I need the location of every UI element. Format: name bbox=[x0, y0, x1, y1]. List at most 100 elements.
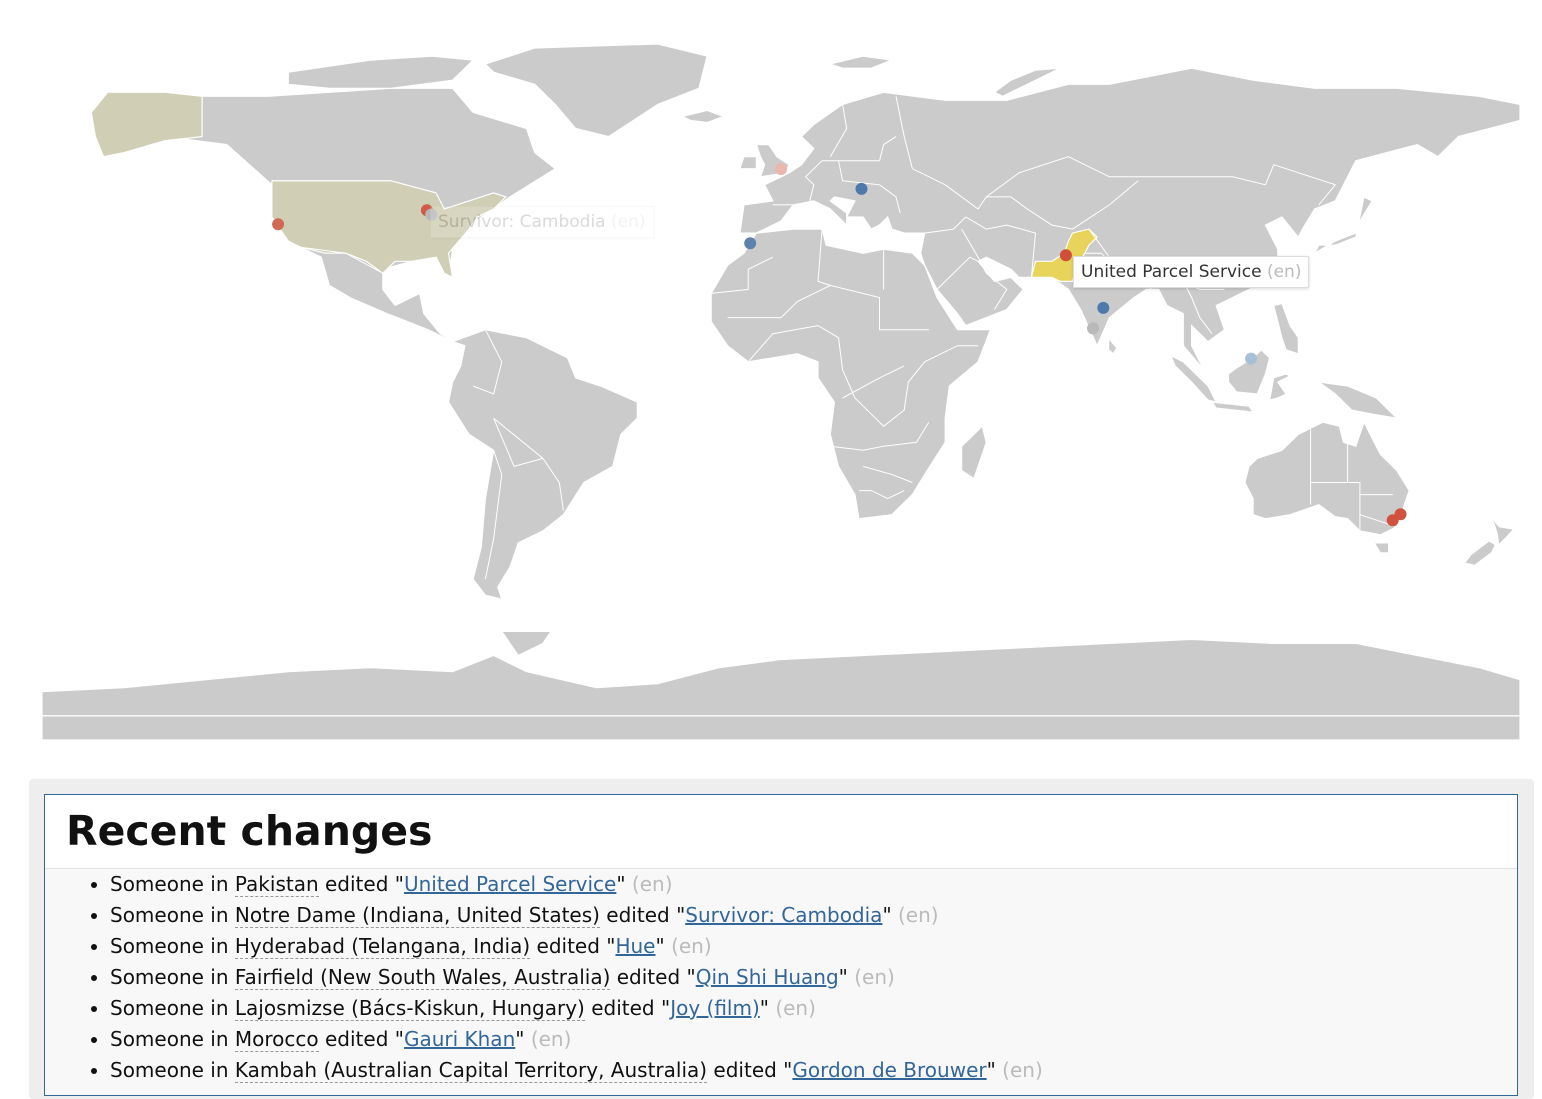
landmass-eurasia bbox=[739, 67, 1520, 371]
landmass-alaska bbox=[90, 91, 203, 158]
marker-layer bbox=[272, 163, 1407, 527]
change-place: Notre Dame (Indiana, United States) bbox=[234, 903, 600, 928]
tooltip-faded: Survivor: Cambodia (en) bbox=[430, 206, 654, 238]
border-africa-1 bbox=[711, 256, 774, 294]
landmass-africa bbox=[710, 228, 992, 520]
landmass-java bbox=[1210, 401, 1255, 413]
change-lang: (en) bbox=[1002, 1058, 1043, 1082]
change-prefix: Someone in bbox=[110, 934, 235, 958]
border-africa-7 bbox=[862, 465, 913, 483]
world-map-svg bbox=[42, 43, 1520, 740]
change-end: " bbox=[986, 1058, 996, 1082]
change-lang: (en) bbox=[854, 965, 895, 989]
marker-lajosmizse[interactable] bbox=[855, 182, 868, 195]
change-prefix: Someone in bbox=[110, 872, 235, 896]
border-colombia bbox=[472, 329, 503, 395]
recent-changes-panel-outer: Recent changes Someone in Pakistan edite… bbox=[29, 779, 1534, 1099]
border-africa-5 bbox=[747, 325, 979, 427]
landmass-iceland bbox=[680, 109, 726, 124]
landmass-greenland bbox=[484, 43, 708, 138]
marker-morocco[interactable] bbox=[744, 237, 757, 250]
border-mideast-c bbox=[961, 228, 1008, 310]
border-central-asia bbox=[986, 180, 1139, 230]
border-mideast-a bbox=[924, 216, 1037, 278]
change-mid: edited " bbox=[599, 903, 686, 927]
recent-changes-panel: Recent changes Someone in Pakistan edite… bbox=[44, 794, 1518, 1096]
change-article-link[interactable]: United Parcel Service bbox=[403, 872, 617, 896]
world-map[interactable]: Survivor: Cambodia (en) United Parcel Se… bbox=[42, 40, 1520, 740]
tooltip-faded-lang: (en) bbox=[611, 212, 646, 232]
landmass-new-zealand-south bbox=[1463, 540, 1497, 567]
change-article-link[interactable]: Hue bbox=[615, 934, 656, 958]
marker-kambah[interactable] bbox=[1386, 514, 1399, 527]
landmass-novaya-zemlya bbox=[993, 67, 1061, 97]
change-lang: (en) bbox=[631, 872, 673, 896]
border-europe-c bbox=[838, 136, 897, 162]
change-lang: (en) bbox=[530, 1027, 572, 1051]
marker-pakistan[interactable] bbox=[1059, 249, 1072, 262]
landmass-japan bbox=[1313, 196, 1374, 255]
change-place: Fairfield (New South Wales, Australia) bbox=[234, 965, 611, 990]
change-mid: edited " bbox=[318, 872, 404, 896]
marker-us-faded[interactable] bbox=[425, 208, 438, 221]
change-place: Morocco bbox=[234, 1027, 319, 1052]
change-article-link[interactable]: Gordon de Brouwer bbox=[792, 1058, 987, 1082]
marker-hyderabad[interactable] bbox=[1097, 301, 1110, 314]
border-russia-west bbox=[895, 96, 1337, 210]
tooltip-active-title: United Parcel Service bbox=[1081, 262, 1262, 282]
border-se-asia bbox=[1182, 281, 1213, 335]
border-africa-3 bbox=[817, 229, 831, 286]
change-mid: edited " bbox=[318, 1027, 404, 1051]
change-place: Lajosmizse (Bács-Kiskun, Hungary) bbox=[234, 996, 585, 1021]
recent-changes-heading: Recent changes bbox=[66, 807, 433, 855]
change-mid: edited " bbox=[707, 1058, 793, 1082]
marker-california[interactable] bbox=[272, 218, 285, 231]
border-africa-6 bbox=[830, 421, 930, 451]
landmass-antarctica bbox=[42, 638, 1520, 717]
marker-borneo-faded[interactable] bbox=[1245, 352, 1258, 365]
tooltip-faded-title: Survivor: Cambodia bbox=[438, 212, 606, 232]
landmass-madagascar bbox=[961, 425, 987, 480]
border-africa-8 bbox=[842, 365, 905, 399]
change-place: Hyderabad (Telangana, India) bbox=[234, 934, 531, 959]
change-end: " bbox=[759, 996, 769, 1020]
tooltip-active-lang: (en) bbox=[1266, 262, 1302, 282]
landmass-antarctica-base bbox=[42, 715, 1520, 740]
change-place: Pakistan bbox=[234, 872, 319, 897]
border-bolivia bbox=[493, 418, 544, 467]
change-lang: (en) bbox=[898, 903, 939, 927]
recent-changes-header: Recent changes bbox=[45, 795, 1517, 869]
landmass-sri-lanka bbox=[1108, 336, 1118, 355]
border-mexico bbox=[300, 246, 384, 274]
landmass-new-guinea bbox=[1318, 381, 1399, 420]
landmass-tasmania bbox=[1373, 542, 1390, 554]
landmass-sumatra bbox=[1169, 354, 1218, 403]
change-prefix: Someone in bbox=[110, 903, 235, 927]
change-prefix: Someone in bbox=[110, 1058, 235, 1082]
change-item: Someone in Pakistan edited "United Parce… bbox=[110, 869, 1517, 900]
border-mideast-b bbox=[936, 256, 979, 290]
border-africa-9 bbox=[859, 490, 905, 500]
landmass-new-zealand-north bbox=[1489, 515, 1515, 547]
change-article-link[interactable]: Joy (film) bbox=[670, 996, 760, 1020]
change-item: Someone in Kambah (Australian Capital Te… bbox=[110, 1055, 1517, 1086]
tooltip-active: United Parcel Service (en) bbox=[1073, 256, 1310, 288]
change-end: " bbox=[838, 965, 848, 989]
marker-uk-faded[interactable] bbox=[775, 163, 787, 176]
landmass-sulawesi bbox=[1268, 373, 1292, 401]
landmass-svalbard bbox=[828, 55, 895, 69]
change-prefix: Someone in bbox=[110, 996, 235, 1020]
change-end: " bbox=[882, 903, 892, 927]
change-item: Someone in Fairfield (New South Wales, A… bbox=[110, 962, 1517, 993]
change-article-link[interactable]: Survivor: Cambodia bbox=[685, 903, 883, 927]
change-article-link[interactable]: Gauri Khan bbox=[403, 1027, 516, 1051]
change-lang: (en) bbox=[671, 934, 712, 958]
change-end: " bbox=[515, 1027, 525, 1051]
marker-india-faded[interactable] bbox=[1087, 322, 1099, 335]
land-layer bbox=[42, 43, 1520, 740]
change-article-link[interactable]: Qin Shi Huang bbox=[695, 965, 839, 989]
landmass-antarctica-peninsula bbox=[500, 630, 553, 657]
border-europe-d bbox=[829, 104, 848, 157]
change-item: Someone in Morocco edited "Gauri Khan" (… bbox=[110, 1024, 1517, 1055]
change-item: Someone in Notre Dame (Indiana, United S… bbox=[110, 900, 1517, 931]
